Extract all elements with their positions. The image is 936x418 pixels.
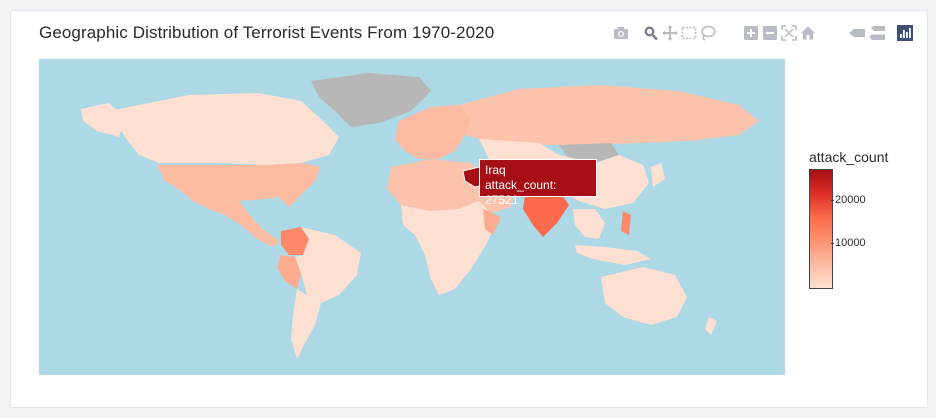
camera-icon[interactable] [613, 25, 629, 41]
country-greenland[interactable] [311, 73, 431, 127]
country-peru[interactable] [277, 255, 301, 289]
colorbar-title: attack_count [809, 149, 889, 165]
modebar [613, 25, 913, 43]
tooltip-arrow [469, 172, 479, 184]
country-australia[interactable] [601, 267, 687, 325]
country-somalia[interactable] [483, 209, 501, 235]
region-europe[interactable] [395, 105, 471, 159]
map-plot-area[interactable] [39, 59, 785, 375]
country-brazil[interactable] [295, 227, 361, 303]
region-north-africa[interactable] [387, 159, 483, 211]
pan-icon[interactable] [662, 25, 678, 41]
home-icon[interactable] [800, 25, 816, 41]
hover-closest-icon[interactable] [849, 25, 865, 41]
country-new-zealand[interactable] [705, 317, 717, 335]
country-philippines[interactable] [621, 211, 631, 235]
tooltip-country: Iraq [485, 163, 506, 177]
country-usa[interactable] [157, 163, 321, 207]
country-japan[interactable] [651, 163, 665, 187]
autoscale-icon[interactable] [781, 25, 797, 41]
chart-title: Geographic Distribution of Terrorist Eve… [39, 23, 495, 42]
hover-tooltip: Iraq attack_count: 27521 [479, 159, 597, 207]
country-canada[interactable] [109, 93, 339, 165]
country-mongolia[interactable] [559, 143, 619, 163]
country-colombia[interactable] [281, 227, 309, 255]
country-mexico[interactable] [179, 189, 279, 247]
country-alaska[interactable] [81, 103, 125, 137]
region-southeast-asia[interactable] [573, 209, 605, 239]
zoom-out-icon[interactable] [762, 25, 778, 41]
lasso-icon[interactable] [700, 25, 716, 41]
chart-card: Geographic Distribution of Terrorist Eve… [10, 10, 928, 408]
hover-compare-icon[interactable] [869, 25, 885, 41]
world-map[interactable] [39, 59, 785, 375]
zoom-icon[interactable] [643, 25, 659, 41]
country-russia[interactable] [459, 85, 759, 145]
colorbar-tick-label: 10000 [831, 237, 866, 250]
colorbar-tick-label: 20000 [831, 194, 866, 207]
colorbar [809, 169, 833, 289]
box-select-icon[interactable] [681, 25, 697, 41]
country-argentina-chile[interactable] [291, 289, 321, 359]
tooltip-value: attack_count: 27521 [485, 178, 557, 207]
country-indonesia[interactable] [575, 245, 651, 265]
plotly-logo-icon[interactable] [897, 25, 913, 41]
zoom-in-icon[interactable] [743, 25, 759, 41]
region-subsaharan-africa[interactable] [401, 199, 497, 295]
